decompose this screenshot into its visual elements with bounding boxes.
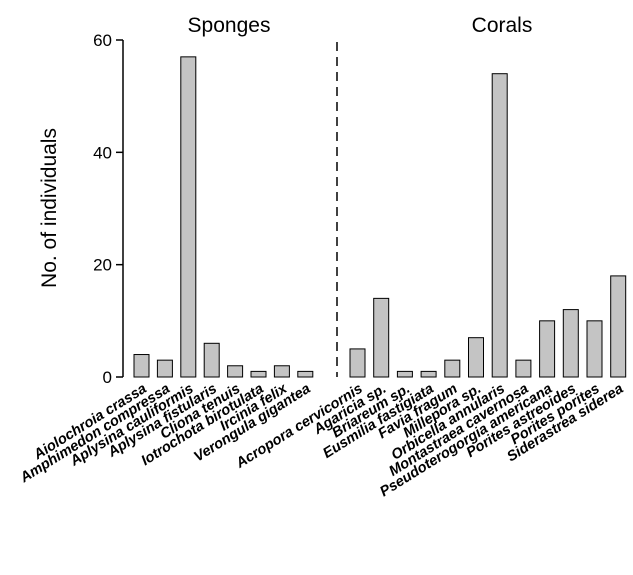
bar	[349, 348, 366, 378]
bar	[468, 337, 484, 378]
bar	[420, 370, 437, 378]
bar	[227, 365, 244, 378]
bar	[444, 359, 461, 378]
group-label: Corals	[472, 14, 533, 37]
y-tick-label: 60	[93, 31, 112, 50]
bars	[133, 56, 627, 378]
bar	[562, 309, 579, 378]
y-axis: 0 20 40 60	[93, 31, 124, 387]
bar	[203, 342, 220, 378]
y-tick-label: 0	[103, 368, 112, 387]
bar	[373, 297, 390, 378]
bar	[297, 370, 314, 378]
bar	[250, 370, 267, 378]
group-labels: Sponges Corals	[188, 14, 533, 37]
y-tick-label: 20	[93, 256, 112, 275]
bar	[156, 359, 173, 378]
bar	[515, 359, 532, 378]
bar	[491, 73, 508, 378]
bar	[539, 320, 556, 378]
bar	[610, 275, 627, 378]
bar	[180, 56, 197, 378]
bar	[273, 365, 290, 378]
y-axis-label: No. of individuals	[38, 128, 61, 288]
bar	[586, 320, 603, 378]
group-label: Sponges	[188, 14, 271, 37]
bar	[133, 354, 150, 378]
bar	[396, 370, 413, 378]
y-tick-label: 40	[93, 143, 112, 162]
